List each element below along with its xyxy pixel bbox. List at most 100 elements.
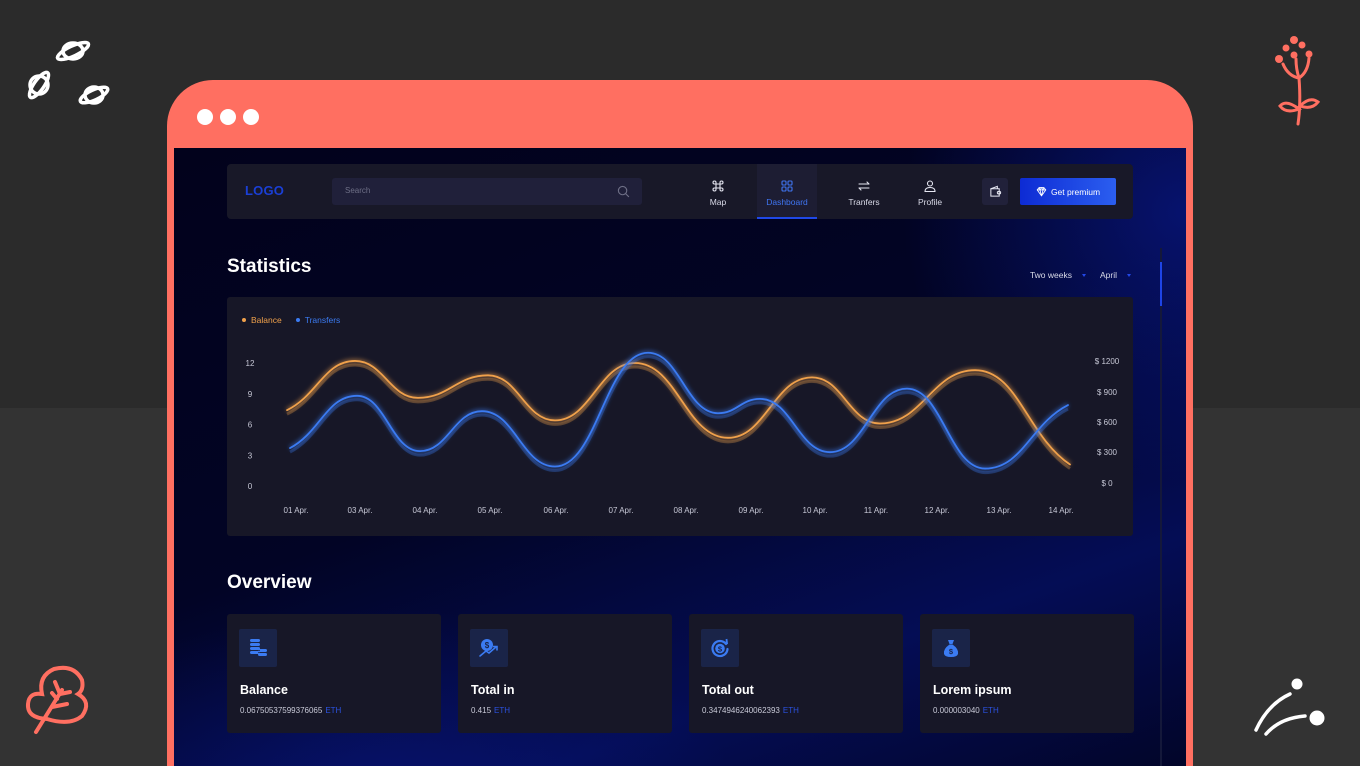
card-title: Balance	[240, 683, 288, 697]
card-amount: 0.3474946240062393	[702, 706, 780, 715]
nav-item-map[interactable]: Map	[695, 164, 741, 219]
search-icon[interactable]	[617, 185, 630, 198]
top-navbar: LOGO Search Map Dashboard Tranfers Profi…	[227, 164, 1133, 219]
card-value: 0.3474946240062393 ETH	[702, 706, 799, 715]
overview-card-total-out[interactable]: $ Total out 0.3474946240062393 ETH	[689, 614, 903, 733]
nav-item-profile[interactable]: Profile	[910, 164, 950, 219]
card-unit: ETH	[494, 706, 511, 715]
svg-text:01 Apr.: 01 Apr.	[284, 506, 309, 515]
statistics-title: Statistics	[227, 256, 312, 277]
nav-item-transfers[interactable]: Tranfers	[839, 164, 889, 219]
wallet-icon	[989, 185, 1001, 197]
leaf-doodle-icon	[25, 665, 89, 734]
card-icon-box: $	[701, 629, 739, 667]
window-controls	[197, 109, 259, 125]
nav-label-dashboard: Dashboard	[766, 196, 808, 207]
card-value: 0.000003040 ETH	[933, 706, 999, 715]
money-bag-icon: $	[943, 640, 959, 657]
legend-item-balance[interactable]: Balance	[242, 315, 282, 325]
svg-text:12: 12	[246, 359, 255, 368]
legend-item-transfers[interactable]: Transfers	[295, 315, 341, 325]
statistics-chart-card: Balance Transfers 0 3 6 9 12 $ 0 $ 300 $ 600 $ 9…	[227, 297, 1133, 536]
svg-text:07 Apr.: 07 Apr.	[609, 506, 634, 515]
caret-down-icon	[1127, 273, 1131, 277]
nav-item-dashboard[interactable]: Dashboard	[757, 164, 817, 219]
grid-icon	[781, 179, 793, 192]
planets-doodle-icon	[27, 40, 110, 105]
card-icon-box	[239, 629, 277, 667]
coins-stack-icon	[250, 639, 267, 656]
svg-text:$ 900: $ 900	[1097, 388, 1118, 397]
month-dropdown-value: April	[1099, 270, 1117, 280]
series-shadow	[286, 363, 1071, 470]
scrollbar-thumb[interactable]	[1160, 262, 1162, 306]
card-title: Lorem ipsum	[933, 683, 1012, 697]
range-dropdown-value: Two weeks	[1029, 270, 1072, 280]
card-amount: 0.000003040	[933, 706, 980, 715]
dollar-refresh-icon: $	[711, 638, 729, 658]
arrows-swap-icon	[858, 180, 870, 191]
chart-legend: Balance Transfers	[242, 315, 340, 325]
card-unit: ETH	[325, 706, 342, 715]
user-icon	[924, 179, 936, 192]
svg-text:$: $	[485, 641, 490, 650]
legend-label-transfers: Transfers	[304, 315, 341, 325]
svg-text:08 Apr.: 08 Apr.	[674, 506, 699, 515]
svg-text:$: $	[949, 647, 954, 656]
diamond-icon	[1036, 187, 1047, 197]
legend-dot-icon	[295, 318, 300, 322]
card-unit: ETH	[782, 706, 799, 715]
flower-doodle-icon	[1275, 36, 1321, 126]
svg-text:13 Apr.: 13 Apr.	[987, 506, 1012, 515]
svg-text:$ 600: $ 600	[1097, 418, 1118, 427]
line-chart: 0 3 6 9 12 $ 0 $ 300 $ 600 $ 900 $ 1200 01 Apr. 03 …	[246, 350, 1120, 515]
legend-label-balance: Balance	[251, 315, 282, 325]
svg-text:6: 6	[248, 421, 253, 430]
caret-down-icon	[1081, 273, 1086, 277]
range-dropdown[interactable]: Two weeks	[1030, 270, 1086, 280]
window-dot-minimize[interactable]	[220, 109, 236, 125]
svg-text:9: 9	[248, 390, 253, 399]
nav-label-profile: Profile	[917, 196, 943, 207]
legend-dot-icon	[242, 318, 246, 322]
svg-text:05 Apr.: 05 Apr.	[478, 506, 503, 515]
card-value: 0.06750537599376065 ETH	[240, 706, 341, 715]
command-icon	[712, 179, 724, 192]
scrollbar-track[interactable]	[1160, 248, 1162, 766]
card-title: Total out	[702, 683, 754, 697]
shooting-star-doodle-icon	[1254, 678, 1325, 736]
logo[interactable]: LOGO	[245, 183, 285, 198]
svg-text:$ 300: $ 300	[1097, 448, 1118, 457]
dollar-trend-up-icon: $	[479, 639, 498, 657]
svg-text:3: 3	[248, 451, 253, 460]
window-dot-maximize[interactable]	[243, 109, 259, 125]
series-line-transfers[interactable]	[289, 351, 1069, 470]
nav-label-transfers: Tranfers	[848, 196, 880, 207]
svg-text:09 Apr.: 09 Apr.	[739, 506, 764, 515]
svg-text:$ 0: $ 0	[1101, 479, 1113, 488]
overview-title: Overview	[227, 572, 312, 593]
svg-text:04 Apr.: 04 Apr.	[413, 506, 438, 515]
overview-card-lorem-ipsum[interactable]: $ Lorem ipsum 0.000003040 ETH	[920, 614, 1134, 733]
card-title: Total in	[471, 683, 515, 697]
card-amount: 0.415	[471, 706, 492, 715]
get-premium-button[interactable]: Get premium	[1020, 178, 1116, 205]
card-value: 0.415 ETH	[471, 706, 510, 715]
svg-text:11 Apr.: 11 Apr.	[864, 506, 888, 515]
card-unit: ETH	[982, 706, 999, 715]
wallet-button[interactable]	[982, 178, 1008, 205]
overview-cards: Balance 0.06750537599376065 ETH $ Total i…	[227, 614, 1134, 733]
svg-text:14 Apr.: 14 Apr.	[1049, 506, 1074, 515]
search-input[interactable]: Search	[332, 178, 642, 205]
svg-text:10 Apr.: 10 Apr.	[803, 506, 828, 515]
overview-card-total-in[interactable]: $ Total in 0.415 ETH	[458, 614, 672, 733]
card-icon-box: $	[470, 629, 508, 667]
svg-text:0: 0	[248, 482, 253, 491]
svg-text:12 Apr.: 12 Apr.	[925, 506, 950, 515]
browser-window-frame: LOGO Search Map Dashboard Tranfers Profi…	[167, 80, 1193, 766]
window-dot-close[interactable]	[197, 109, 213, 125]
month-dropdown[interactable]: April	[1100, 270, 1131, 280]
search-placeholder: Search	[345, 186, 371, 195]
get-premium-label: Get premium	[1050, 186, 1101, 197]
overview-card-balance[interactable]: Balance 0.06750537599376065 ETH	[227, 614, 441, 733]
